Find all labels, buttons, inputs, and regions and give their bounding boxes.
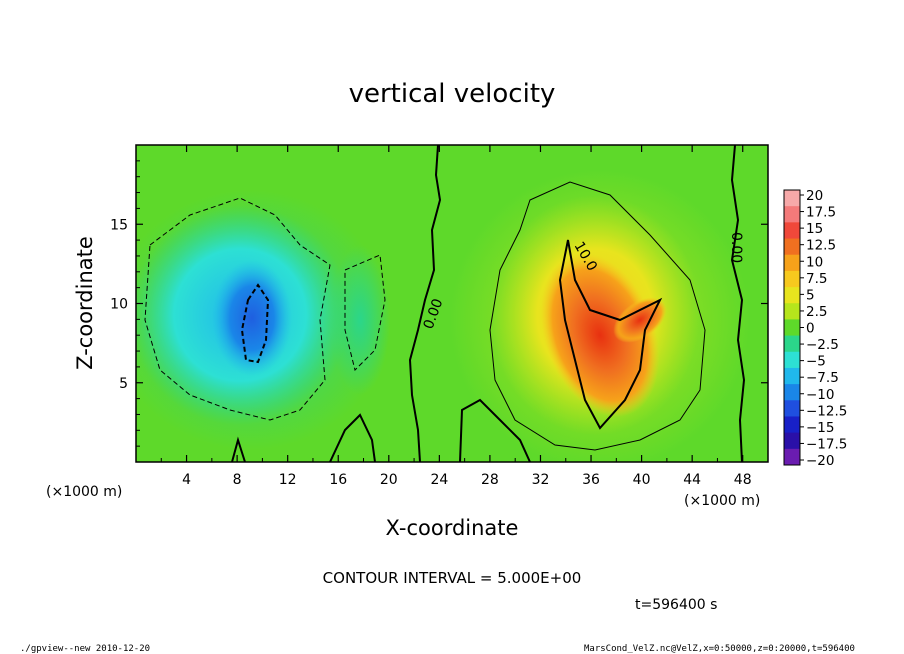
y-axis-ticks: 5 10 15: [110, 160, 768, 447]
colorbar-label: −12.5: [806, 403, 847, 419]
y-tick-label: 15: [110, 217, 128, 233]
updraft-wing: [613, 297, 667, 343]
colorbar-label: 7.5: [806, 271, 827, 287]
colorbar-label: −20: [806, 453, 835, 469]
colorbar-swatch: [784, 190, 800, 207]
colorbar-label: 20: [806, 188, 823, 204]
colorbar-swatch: [784, 400, 800, 417]
colorbar-swatch: [784, 335, 800, 353]
x-tick-label: 32: [532, 472, 550, 488]
contour-updraft-5: [489, 181, 706, 451]
x-tick-label: 16: [329, 472, 347, 488]
contour-label-right: 0.00: [728, 232, 744, 263]
contour-zero-right: [730, 145, 746, 462]
contour-bottom-3: [231, 436, 246, 462]
contour-downdraft-5: [144, 197, 331, 421]
colorbar-swatch: [784, 254, 800, 272]
colorbar-label: 15: [806, 221, 823, 237]
colorbar-swatch: [784, 448, 800, 466]
x-tick-label: 40: [633, 472, 651, 488]
colorbar-label: 10: [806, 254, 823, 270]
contour-interval: CONTOUR INTERVAL = 5.000E+00: [323, 569, 582, 587]
colorbar-swatch: [784, 432, 800, 450]
contour-bottom-2: [459, 398, 531, 462]
colorbar-swatch: [784, 384, 800, 401]
x-unit-left: (×1000 m): [46, 484, 122, 500]
colorbar-swatch: [784, 303, 800, 320]
colorbar-label: −15: [806, 420, 835, 436]
colorbar-label: 17.5: [806, 205, 836, 221]
colorbar-swatch: [784, 416, 800, 434]
colorbar-label: 5: [806, 287, 815, 303]
colorbar-swatch: [784, 270, 800, 288]
x-tick-label: 44: [683, 472, 701, 488]
colorbar-swatch: [784, 319, 800, 337]
colorbar-swatch: [784, 367, 800, 385]
colorbar-label: −2.5: [806, 337, 839, 353]
x-tick-label: 20: [380, 472, 398, 488]
contour-zero-left: [408, 145, 442, 462]
colorbar-label: −5: [806, 354, 826, 370]
x-tick-label: 24: [430, 472, 448, 488]
x-tick-label: 28: [481, 472, 499, 488]
colorbar-label: 2.5: [806, 304, 827, 320]
x-tick-label: 8: [233, 472, 242, 488]
x-unit-right: (×1000 m): [684, 493, 760, 509]
colorbar: 2017.51512.5107.552.50−2.5−5−7.5−10−12.5…: [783, 188, 847, 469]
x-tick-label: 12: [279, 472, 297, 488]
colorbar-label: −17.5: [806, 436, 847, 452]
time-label: t=596400 s: [635, 597, 717, 613]
colorbar-label: −10: [806, 387, 835, 403]
x-tick-label: 48: [734, 472, 752, 488]
x-tick-label: 4: [182, 472, 191, 488]
colorbar-swatch: [784, 222, 800, 240]
colorbar-label: 12.5: [806, 238, 836, 254]
y-tick-label: 10: [110, 297, 128, 313]
x-axis-ticks: 4 8 12 16 20 24 28 32 36 40 44 48: [160, 145, 752, 488]
contour-bottom-1: [329, 413, 376, 462]
colorbar-label: 0: [806, 321, 815, 337]
y-tick-label: 5: [119, 376, 128, 392]
colorbar-swatch: [784, 351, 800, 369]
colorbar-swatch: [784, 238, 800, 256]
colorbar-swatch: [784, 287, 800, 304]
x-tick-label: 36: [582, 472, 600, 488]
colorbar-swatch: [784, 206, 800, 223]
chart-title: vertical velocity: [349, 79, 556, 109]
footer-right: MarsCond_VelZ.nc@VelZ,x=0:50000,z=0:2000…: [584, 644, 855, 654]
plot-area: [136, 145, 768, 462]
colorbar-label: −7.5: [806, 370, 839, 386]
contour-updraft-10: [558, 239, 663, 430]
downdraft-core: [212, 260, 292, 376]
footer-left: ./gpview--new 2010-12-20: [20, 644, 150, 654]
updraft-core: [540, 252, 660, 418]
contour-downdraft-10: [240, 283, 270, 364]
contour-downdraft-secondary: [344, 254, 386, 371]
x-axis-title: X-coordinate: [386, 516, 519, 540]
y-axis-title: Z-coordinate: [73, 236, 97, 370]
